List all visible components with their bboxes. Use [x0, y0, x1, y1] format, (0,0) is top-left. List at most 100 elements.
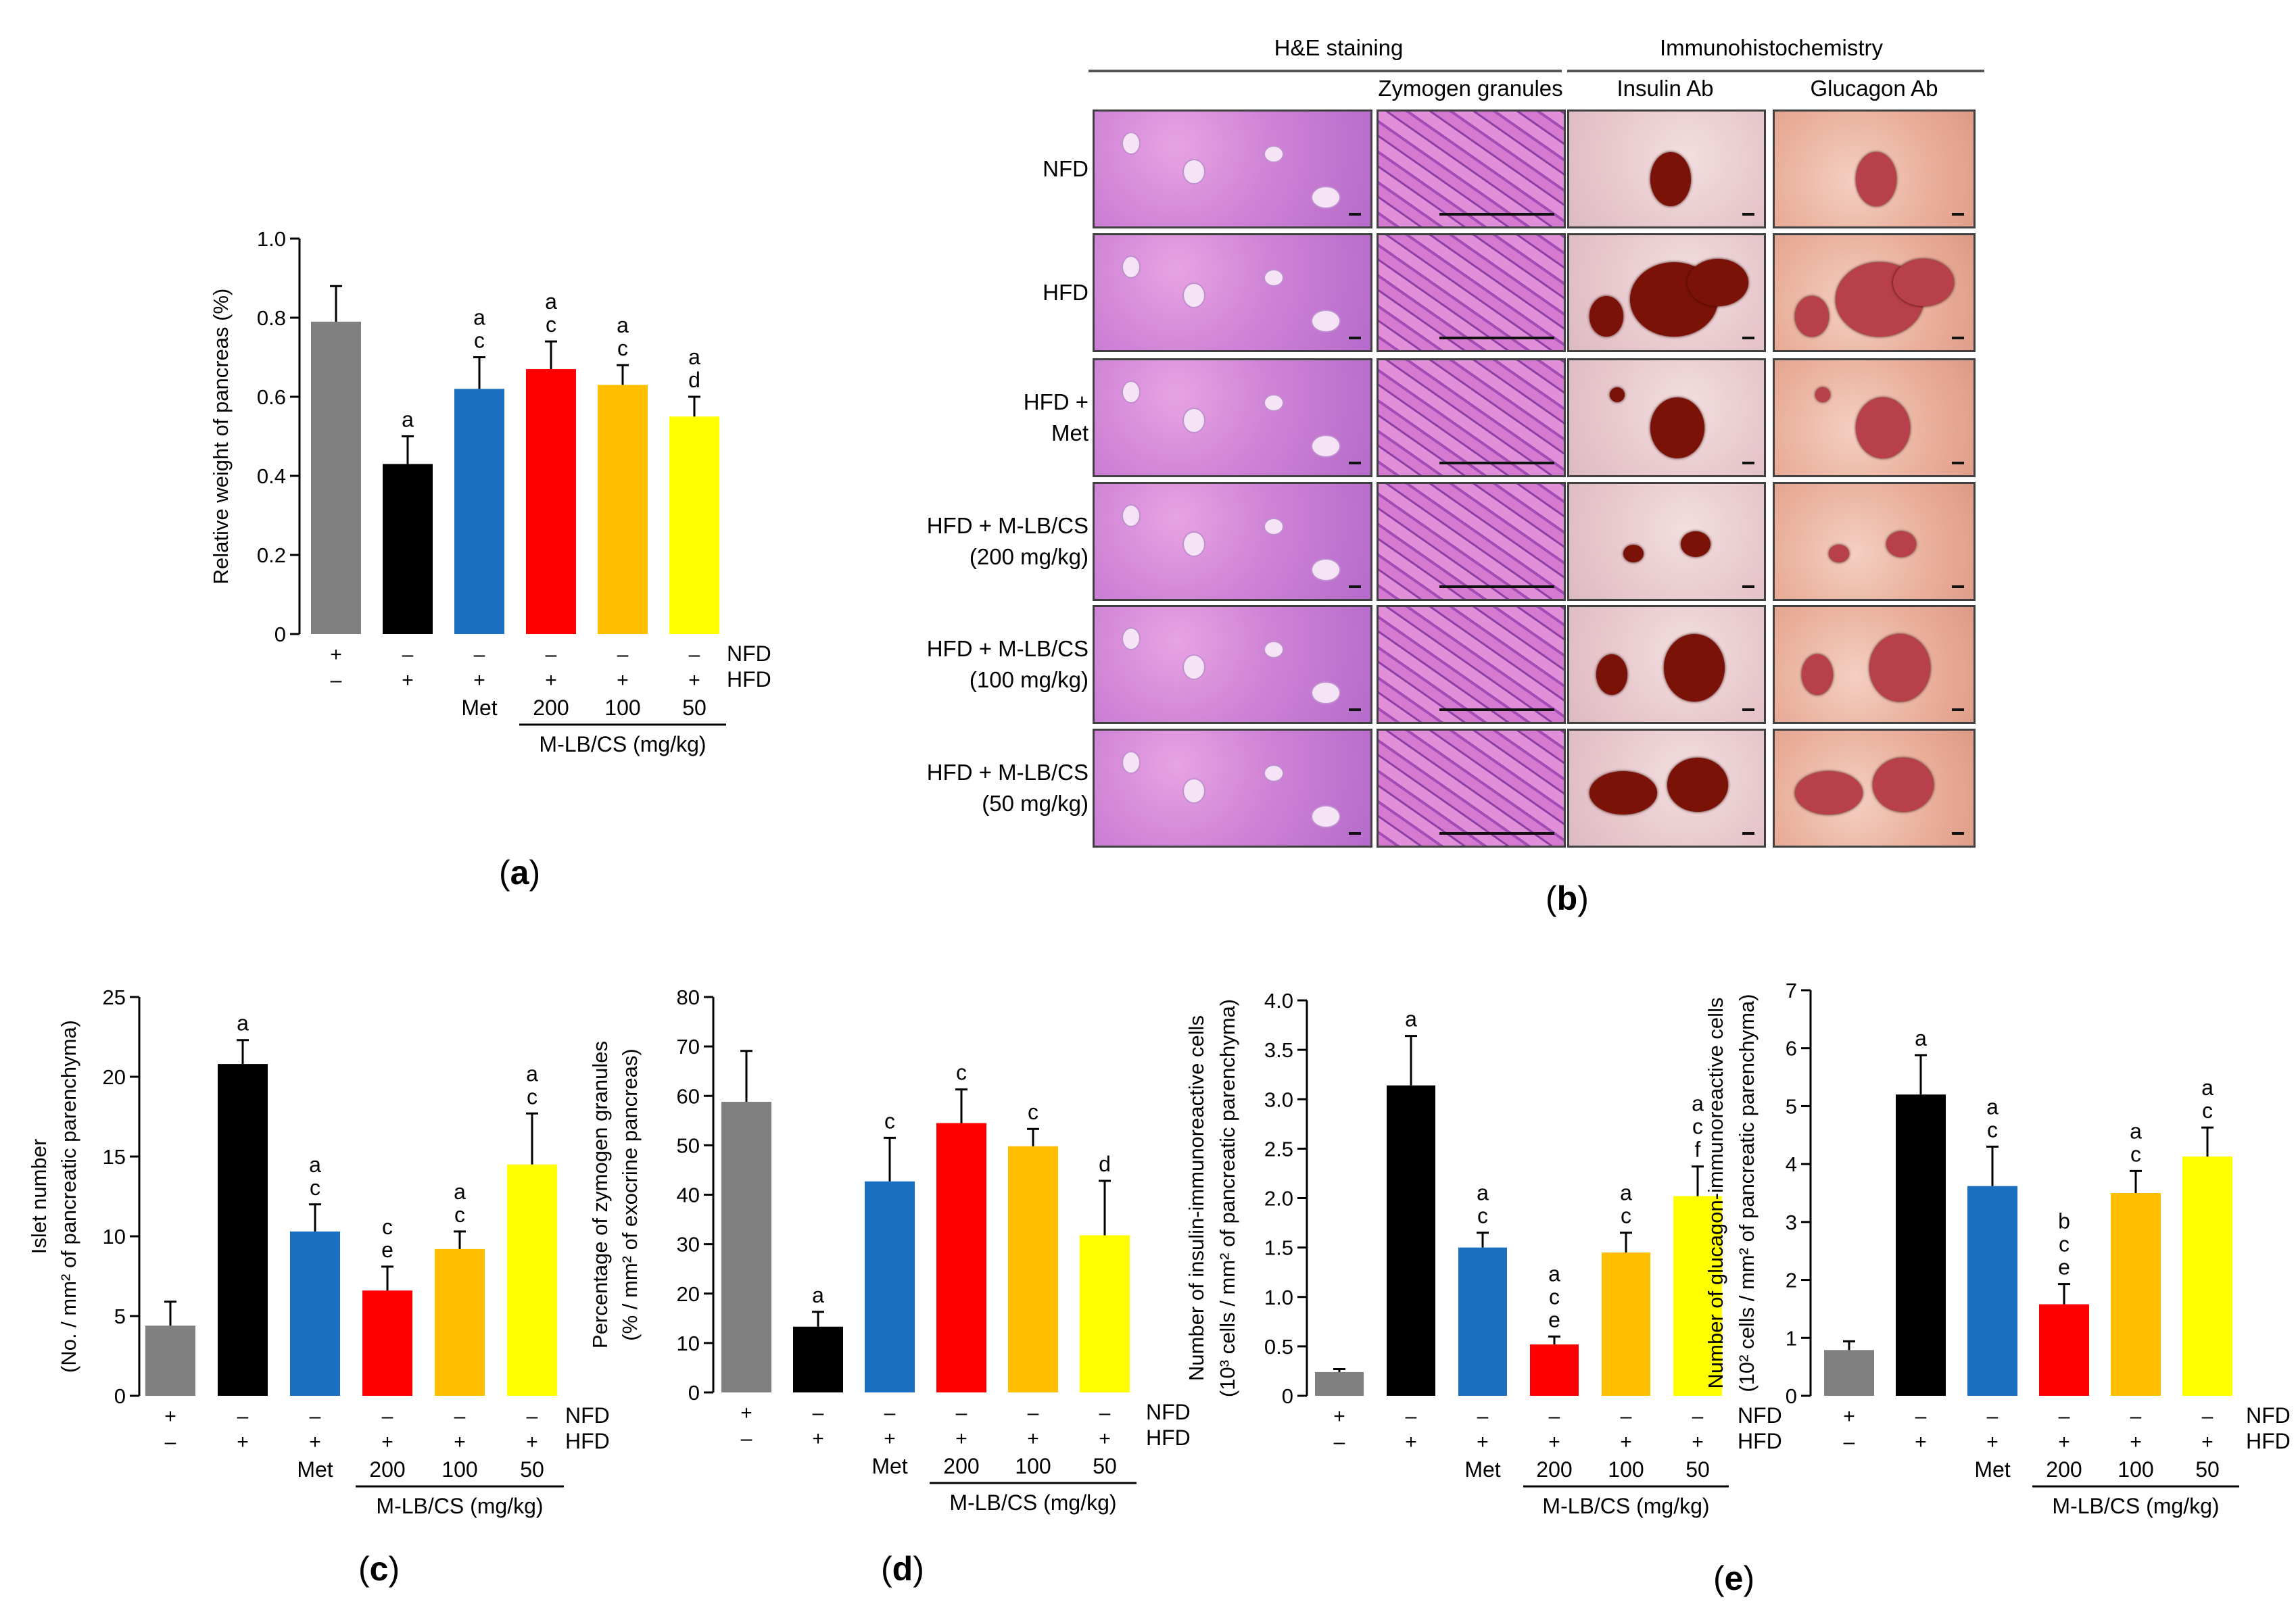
hfd-sign-d: –: [741, 1428, 752, 1450]
zymogen-column-header: Zymogen granules: [1378, 76, 1563, 101]
dose-label-e1: 50: [1685, 1457, 1710, 1482]
significance-letter-e2: e: [2058, 1255, 2070, 1280]
nfd-sign-d: –: [1028, 1402, 1039, 1424]
hfd-sign-a: +: [688, 669, 700, 691]
significance-letter-e1: c: [1549, 1284, 1560, 1309]
bar-a-2: [454, 389, 504, 634]
scale-bar: [1439, 708, 1554, 711]
significance-letter-a: c: [474, 329, 485, 353]
vessel-shape: [1122, 381, 1141, 404]
significance-letter-d: c: [1028, 1100, 1038, 1124]
bar-e2-5: [2182, 1157, 2232, 1396]
hfd-row-label-e2: HFD: [2246, 1429, 2291, 1453]
nfd-sign-e2: –: [2059, 1405, 2070, 1428]
nfd-sign-a: –: [689, 643, 700, 666]
hfd-sign-c: +: [237, 1431, 249, 1453]
group-label-c: M-LB/CS (mg/kg): [376, 1494, 543, 1518]
hfd-sign-d: +: [1099, 1428, 1111, 1450]
scale-bar: [1349, 337, 1361, 339]
significance-letter-c: a: [309, 1152, 321, 1177]
significance-letter-d: c: [956, 1061, 967, 1085]
y-tick-label-e1: 3.5: [1264, 1038, 1293, 1062]
significance-letter-e1: a: [1620, 1181, 1632, 1205]
vessel-shape: [1264, 394, 1284, 412]
chart-e1: 0 0.5 1.0 1.5 2.0 2.5 3.0 3.5 4.0 Number of insul…: [1185, 989, 1782, 1518]
nfd-sign-c: +: [164, 1405, 176, 1428]
nfd-sign-c: –: [527, 1405, 538, 1428]
micrograph-tile: [1567, 110, 1766, 228]
scale-bar: [1439, 585, 1554, 588]
nfd-sign-e1: +: [1333, 1405, 1345, 1428]
y-tick-label-e2: 3: [1786, 1211, 1797, 1234]
micrograph-tile: [1093, 358, 1372, 477]
nfd-sign-c: –: [310, 1405, 321, 1428]
nfd-sign-e2: +: [1843, 1405, 1855, 1428]
chart-c: 0 5 10 15 20 25 Islet number (No. / mm² of panc…: [27, 986, 610, 1518]
micrograph-tile: [1567, 482, 1766, 601]
group-label-e1: M-LB/CS (mg/kg): [1542, 1494, 1709, 1518]
micrograph-tile: [1093, 233, 1372, 352]
significance-letter-e1: e: [1548, 1307, 1560, 1332]
nfd-sign-e1: –: [1477, 1405, 1489, 1428]
bar-a-5: [669, 416, 719, 634]
scale-bar: [1439, 832, 1554, 835]
bar-a-0: [311, 321, 361, 634]
hfd-sign-a: +: [617, 669, 629, 691]
micrograph-tile: [1773, 110, 1976, 228]
panel-label-c: (c): [358, 1550, 400, 1588]
significance-letter-e1: a: [1477, 1181, 1489, 1205]
dose-label-e1: 200: [1536, 1457, 1572, 1482]
y-axis-label-a: Relative weight of pancreas (%): [209, 289, 233, 585]
hfd-sign-e2: +: [2058, 1431, 2070, 1453]
hfd-sign-c: +: [381, 1431, 393, 1453]
significance-letter-e1: f: [1695, 1138, 1701, 1162]
nfd-sign-d: –: [884, 1402, 896, 1424]
dose-label-c: 100: [441, 1457, 477, 1482]
scale-bar: [1952, 213, 1964, 216]
islet-shape: [1802, 654, 1833, 695]
islet-shape: [1856, 397, 1910, 458]
bar-d-1: [793, 1326, 843, 1392]
y-tick-label-d: 60: [677, 1084, 700, 1108]
nfd-sign-a: –: [546, 643, 557, 666]
micrograph-tile: [1093, 729, 1372, 848]
dose-label-e1: 100: [1608, 1457, 1644, 1482]
islet-shape: [1829, 545, 1849, 562]
significance-letter-e2: b: [2058, 1209, 2070, 1234]
vessel-shape: [1311, 805, 1341, 828]
row-label-line: (200 mg/kg): [969, 544, 1089, 569]
bar-e2-1: [1896, 1094, 1946, 1396]
significance-letter-e2: a: [2201, 1075, 2214, 1100]
hfd-sign-d: +: [955, 1428, 967, 1450]
bar-e1-1: [1387, 1085, 1435, 1396]
islet-shape: [1610, 387, 1625, 402]
significance-letter-e2: c: [1987, 1117, 1998, 1142]
significance-letter-c: c: [382, 1215, 393, 1239]
significance-letter-d: d: [1099, 1152, 1111, 1176]
nfd-sign-e1: –: [1549, 1405, 1560, 1428]
bar-d-2: [865, 1181, 915, 1392]
y-tick-label-a: 0: [274, 623, 286, 646]
significance-letter-e1: a: [1692, 1092, 1704, 1116]
nfd-sign-a: –: [474, 643, 485, 666]
bar-e2-2: [1967, 1186, 2017, 1396]
nfd-sign-e2: –: [2202, 1405, 2214, 1428]
row-label-line: HFD + M-LB/CS: [926, 513, 1089, 538]
y-tick-label-c: 0: [114, 1384, 126, 1408]
row-label-line: HFD +: [1023, 389, 1089, 414]
hfd-row-label-e1: HFD: [1738, 1429, 1782, 1453]
significance-letter-c: a: [526, 1061, 538, 1086]
hfd-sign-c: +: [309, 1431, 321, 1453]
vessel-shape: [1182, 778, 1205, 804]
hfd-sign-e2: +: [1915, 1431, 1927, 1453]
hfd-sign-e2: +: [1986, 1431, 1999, 1453]
vessel-shape: [1182, 159, 1205, 185]
y-tick-label-e2: 1: [1786, 1326, 1797, 1350]
islet-shape: [1688, 259, 1748, 306]
dose-label-c: 50: [520, 1457, 544, 1482]
nfd-row-label-e2: NFD: [2246, 1403, 2291, 1428]
hfd-row-label-d: HFD: [1146, 1426, 1191, 1450]
bar-d-4: [1008, 1146, 1058, 1392]
vessel-shape: [1264, 518, 1284, 535]
y-tick-label-e2: 7: [1786, 979, 1797, 1002]
